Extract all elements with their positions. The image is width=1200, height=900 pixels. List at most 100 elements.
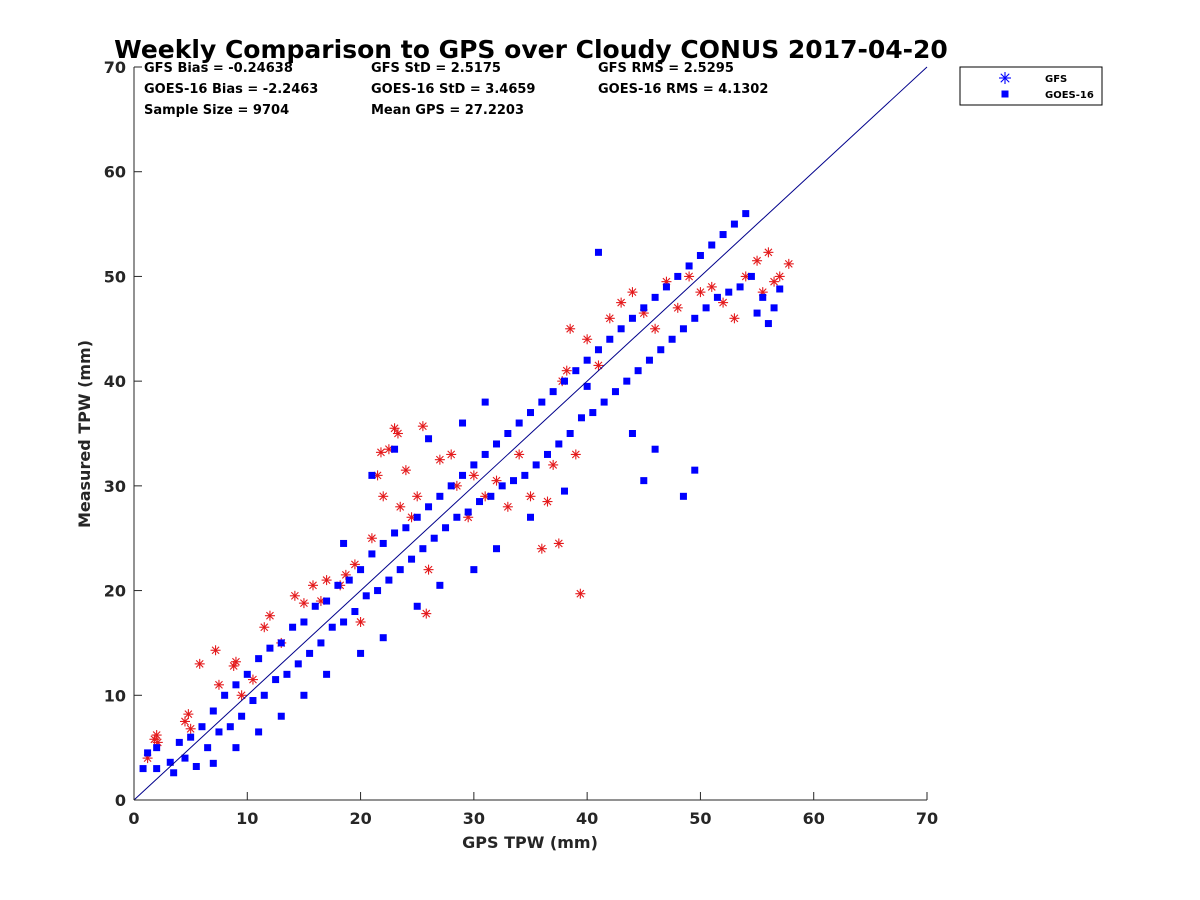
goes-point [255, 655, 263, 663]
stat-mean-gps: Mean GPS = 27.2203 [371, 103, 524, 118]
goes-point [549, 388, 557, 396]
reference-line-layer [133, 66, 928, 801]
gfs-point [468, 470, 479, 481]
legend: GFS GOES-16 [959, 66, 1103, 106]
goes-point [640, 477, 648, 485]
goes-point [175, 738, 183, 746]
goes-point [430, 534, 438, 542]
axes-layer [133, 67, 927, 801]
goes-point [226, 723, 234, 731]
y-tick-label: 0 [115, 791, 126, 810]
goes-point [277, 712, 285, 720]
gfs-point [183, 709, 194, 720]
goes-point [577, 414, 585, 422]
gfs-point [565, 323, 576, 334]
goes-point [668, 335, 676, 343]
legend-gfs-asterisk [999, 72, 1011, 84]
gfs-point [575, 588, 586, 599]
x-tick-label: 50 [689, 809, 711, 828]
goes-point [645, 356, 653, 364]
one-to-one-line [133, 66, 928, 801]
gfs-point [423, 564, 434, 575]
goes-point [493, 545, 501, 553]
goes-point [232, 681, 240, 689]
goes-point [334, 581, 342, 589]
gfs-point [684, 271, 695, 282]
gfs-point [650, 323, 661, 334]
goes-point [260, 691, 268, 699]
goes-point [555, 440, 563, 448]
goes-point [476, 498, 484, 506]
x-tick-label: 70 [916, 809, 938, 828]
goes-point [153, 765, 161, 773]
x-tick-label: 60 [803, 809, 825, 828]
goes-point [776, 285, 784, 293]
goes-point [685, 262, 693, 270]
goes-point [379, 539, 387, 547]
goes-point [470, 461, 478, 469]
goes-point [357, 649, 365, 657]
goes-point [453, 513, 461, 521]
gfs-point [446, 449, 457, 460]
x-tick-label: 10 [236, 809, 258, 828]
goes-point [459, 471, 467, 479]
goes-point [589, 409, 597, 417]
goes-point [634, 367, 642, 375]
x-tick-label: 40 [576, 809, 598, 828]
gfs-point [400, 465, 411, 476]
goes-point [708, 241, 716, 249]
goes-point [515, 419, 523, 427]
goes-point [266, 644, 274, 652]
goes-point [340, 539, 348, 547]
goes-point [510, 477, 518, 485]
goes-point [396, 566, 404, 574]
goes-point [323, 670, 331, 678]
goes-point [696, 251, 704, 259]
goes-point [442, 524, 450, 532]
goes-point [623, 377, 631, 385]
legend-box [959, 66, 1103, 106]
goes-point [679, 492, 687, 500]
goes-point [594, 248, 602, 256]
goes-point [209, 759, 217, 767]
gfs-point [774, 271, 785, 282]
x-tick-label: 0 [128, 809, 139, 828]
goes-point [730, 220, 738, 228]
goes-point [402, 524, 410, 532]
goes-point [606, 335, 614, 343]
goes-point [498, 482, 506, 490]
legend-goes-square [1001, 90, 1009, 98]
goes-point [572, 367, 580, 375]
gfs-point [417, 421, 428, 432]
goes-point [651, 445, 659, 453]
goes-point [362, 592, 370, 600]
gfs-point [561, 365, 572, 376]
goes-point [351, 608, 359, 616]
gfs-point [375, 447, 386, 458]
goes-point [725, 288, 733, 296]
goes-point [702, 304, 710, 312]
goes-point [192, 762, 200, 770]
goes-point [413, 513, 421, 521]
stat-sample-size: Sample Size = 9704 [144, 103, 289, 118]
goes-point [139, 765, 147, 773]
goes-point [617, 325, 625, 333]
goes-point [459, 419, 467, 427]
legend-goes-label: GOES-16 [1045, 90, 1094, 101]
gfs-point [763, 247, 774, 258]
y-tick-label: 60 [104, 163, 126, 182]
gfs-point [247, 674, 258, 685]
goes-point [753, 309, 761, 317]
gfs-point [536, 543, 547, 554]
stat-goes-rms: GOES-16 RMS = 4.1302 [598, 82, 768, 97]
goes-point [600, 398, 608, 406]
goes-point [255, 728, 263, 736]
gfs-point [525, 491, 536, 502]
goes-point [232, 744, 240, 752]
goes-point [504, 430, 512, 437]
gfs-point [179, 716, 190, 727]
goes-point [493, 440, 501, 448]
goes-point [583, 356, 591, 364]
gfs-point [151, 730, 162, 741]
gfs-point [421, 608, 432, 619]
